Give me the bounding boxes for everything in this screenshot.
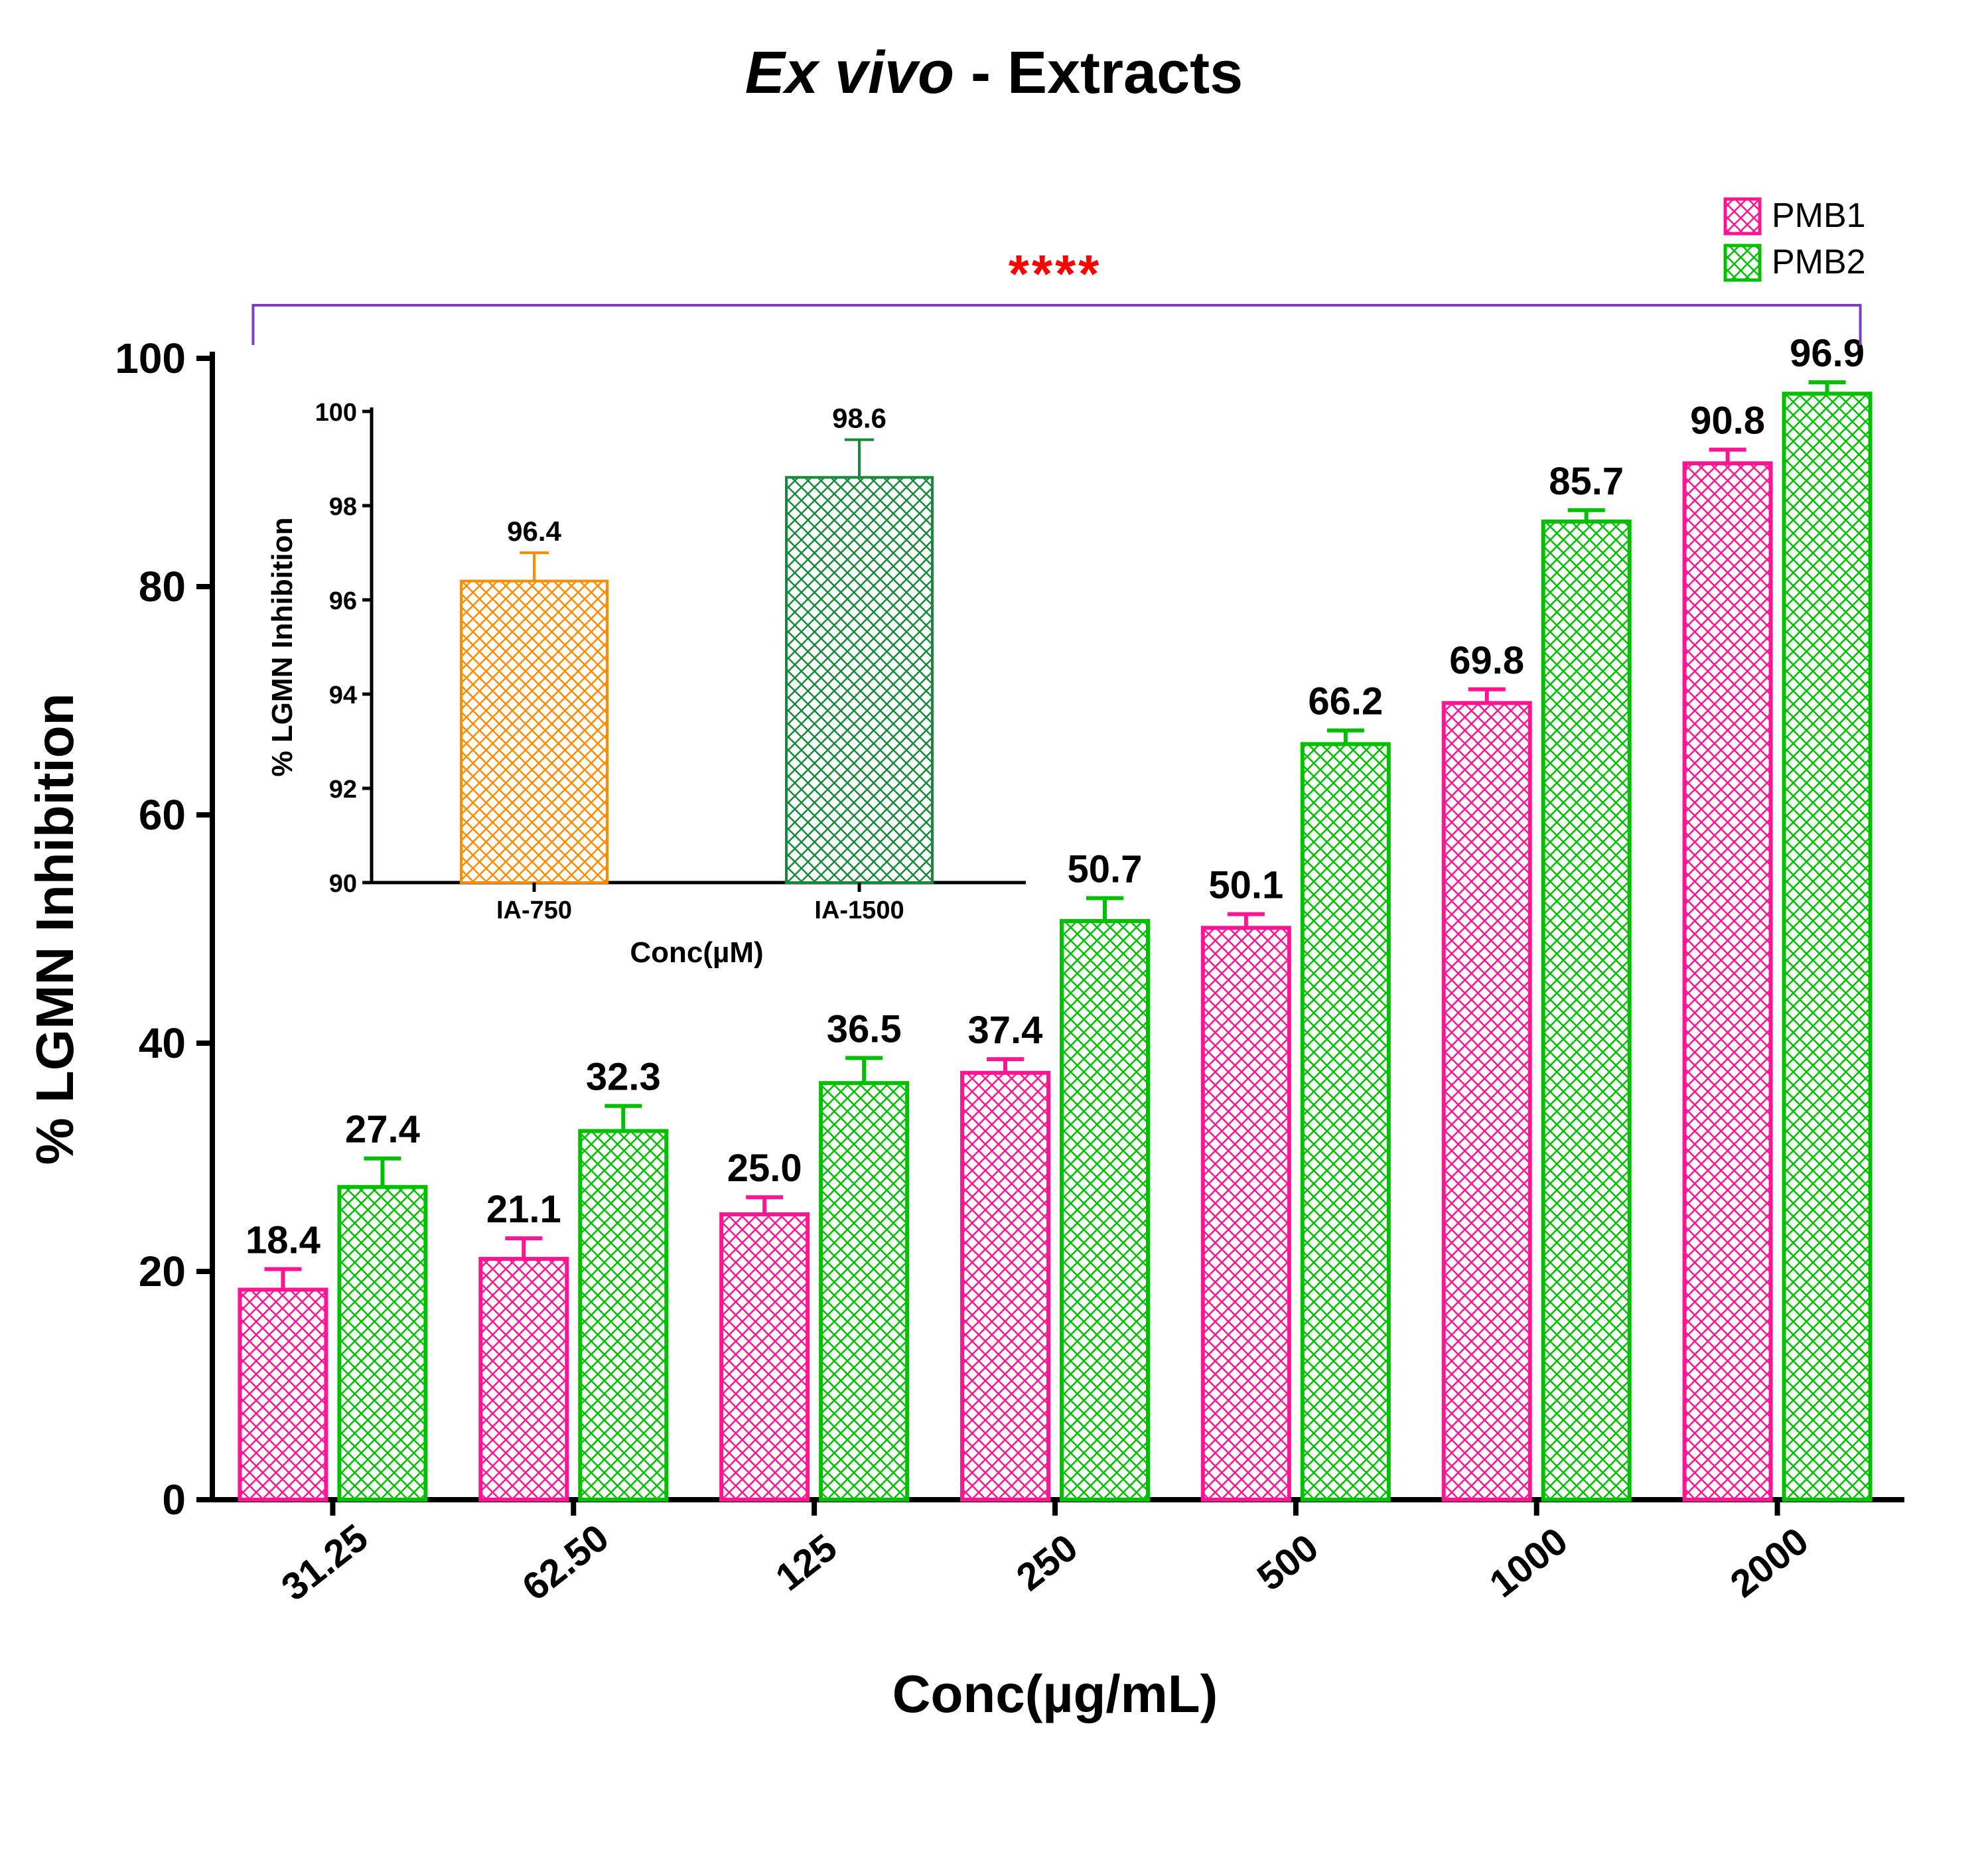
x-tick-label: 250 — [1009, 1526, 1086, 1599]
inset-y-tick-label: 92 — [329, 776, 357, 804]
bar-value-label: 27.4 — [345, 1108, 420, 1151]
bar-PMB2-31.25 — [339, 1187, 425, 1500]
inset-bar-value: 98.6 — [832, 403, 887, 434]
y-tick-label: 40 — [139, 1019, 186, 1067]
significance-bracket — [253, 305, 1860, 345]
inset-y-tick-label: 100 — [315, 399, 357, 427]
bar-PMB2-250 — [1062, 921, 1148, 1500]
inset-y-tick-label: 98 — [329, 493, 357, 521]
x-tick-label: 2000 — [1723, 1519, 1817, 1606]
chart-title: Ex vivo - Extracts — [745, 40, 1243, 106]
bar-PMB2-62.50 — [580, 1131, 666, 1500]
x-tick-label: 125 — [768, 1526, 845, 1599]
bar-value-label: 25.0 — [727, 1147, 802, 1190]
inset-x-tick-label: IA-1500 — [814, 897, 904, 924]
bar-PMB1-1000 — [1444, 703, 1530, 1500]
bar-value-label: 37.4 — [968, 1009, 1043, 1052]
bar-PMB2-1000 — [1543, 522, 1630, 1500]
inset-x-axis-title: Conc(µM) — [630, 936, 763, 969]
bar-PMB1-125 — [721, 1214, 808, 1500]
bar-PMB1-31.25 — [240, 1290, 326, 1500]
legend-swatch-PMB2 — [1725, 246, 1760, 280]
y-tick-label: 60 — [139, 791, 186, 839]
y-tick-label: 20 — [139, 1248, 186, 1295]
inset-x-tick-label: IA-750 — [496, 897, 572, 924]
legend-label: PMB2 — [1772, 243, 1866, 281]
bar-value-label: 21.1 — [486, 1188, 561, 1231]
inset-bar-value: 96.4 — [507, 516, 561, 547]
bar-value-label: 18.4 — [246, 1219, 320, 1262]
exvivo-extracts-chart: Ex vivo - Extracts 0 20 40 60 80 100 % LGMN Inh… — [0, 0, 1988, 1866]
bar-PMB1-500 — [1203, 928, 1289, 1500]
y-axis-title: % LGMN Inhibition — [25, 693, 84, 1165]
y-tick-label: 80 — [139, 563, 186, 610]
significance-stars: **** — [1009, 244, 1102, 303]
bar-PMB2-2000 — [1784, 394, 1871, 1500]
bar-PMB2-125 — [821, 1083, 907, 1500]
bar-PMB2-500 — [1303, 744, 1389, 1500]
legend-label: PMB1 — [1772, 196, 1866, 235]
bar-value-label: 66.2 — [1308, 680, 1383, 723]
x-tick-label: 31.25 — [273, 1516, 376, 1609]
inset-bar-IA-750 — [461, 581, 607, 883]
inset-y-tick-label: 90 — [329, 870, 357, 898]
y-tick-label: 0 — [162, 1476, 186, 1524]
legend-swatch-PMB1 — [1725, 199, 1760, 234]
bar-value-label: 85.7 — [1549, 460, 1624, 503]
inset-bar-IA-1500 — [786, 477, 932, 883]
title-rest: - Extracts — [954, 40, 1243, 106]
bar-value-label: 36.5 — [827, 1007, 902, 1050]
bar-PMB1-62.50 — [480, 1259, 567, 1500]
inset-y-axis-title: % LGMN Inhibition — [266, 517, 299, 776]
bar-value-label: 69.8 — [1449, 639, 1524, 682]
inset-y-tick-label: 94 — [329, 682, 357, 709]
y-tick-label: 100 — [115, 334, 186, 382]
bar-value-label: 50.7 — [1068, 848, 1143, 891]
x-axis-title: Conc(µg/mL) — [892, 1664, 1218, 1723]
bar-PMB1-2000 — [1685, 463, 1771, 1500]
x-tick-label: 1000 — [1482, 1519, 1576, 1606]
bar-value-label: 96.9 — [1790, 332, 1865, 375]
bar-value-label: 32.3 — [586, 1056, 661, 1099]
bar-PMB1-250 — [962, 1073, 1048, 1500]
x-tick-label: 62.50 — [514, 1516, 616, 1609]
bar-value-label: 90.8 — [1690, 399, 1765, 443]
x-tick-label: 500 — [1249, 1526, 1326, 1599]
inset-y-tick-label: 96 — [329, 587, 357, 615]
title-italic: Ex vivo — [745, 40, 954, 106]
bar-value-label: 50.1 — [1208, 864, 1283, 907]
